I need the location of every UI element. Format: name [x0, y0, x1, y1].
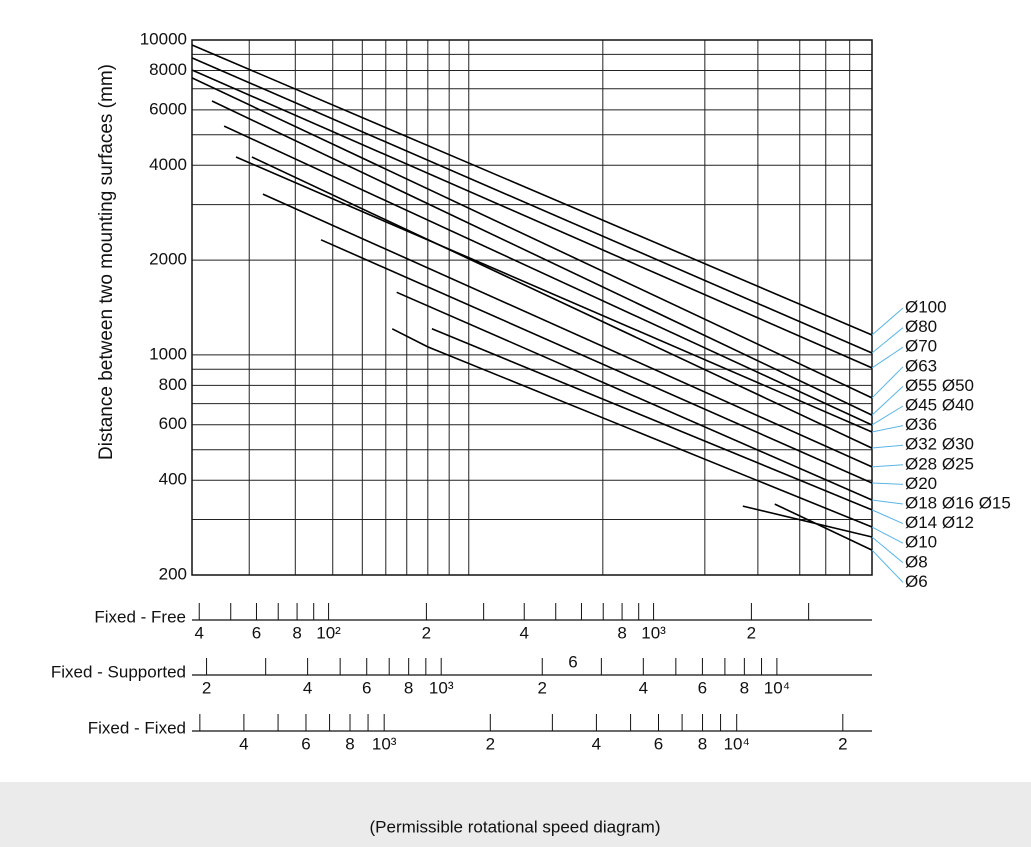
scale-tick-label: 2	[838, 734, 847, 753]
y-tick-label: 2000	[149, 250, 187, 269]
y-tick-label: 200	[159, 564, 187, 583]
scale-tick-label: 2	[202, 678, 211, 697]
legend-label: Ø45 Ø40	[905, 395, 974, 414]
scale-tick-label: 2	[747, 623, 756, 642]
leader-line	[871, 444, 904, 449]
scale-tick-label: 2	[538, 678, 547, 697]
leader-line	[871, 464, 904, 468]
scale-tick-label: 6	[301, 734, 310, 753]
series-line	[431, 328, 873, 511]
y-tick-label: 6000	[149, 99, 187, 118]
legend-label: Ø70	[905, 337, 937, 356]
leader-line	[871, 307, 904, 336]
scale-name: Fixed - Free	[94, 607, 186, 626]
y-tick-label: 800	[159, 375, 187, 394]
series-line	[223, 125, 873, 426]
scale-tick-label: 8	[698, 734, 707, 753]
scale-stray-label: 6	[568, 652, 577, 671]
scale-tick-label: 10²	[316, 623, 341, 642]
legend-label: Ø18 Ø16 Ø15	[905, 493, 1011, 512]
scale-tick-label: 10³	[641, 623, 666, 642]
series-line	[320, 239, 873, 484]
scale-tick-label: 6	[362, 678, 371, 697]
scale-tick-label: 10⁴	[724, 734, 750, 753]
scale-tick-label: 8	[292, 623, 301, 642]
leader-line	[871, 386, 904, 416]
series-line	[391, 328, 873, 528]
scale-tick-label: 4	[592, 734, 601, 753]
legend-label: Ø36	[905, 415, 937, 434]
legend-label: Ø32 Ø30	[905, 435, 974, 454]
y-axis-label: Distance between two mounting surfaces (…	[96, 64, 117, 460]
scale-tick-label: 4	[303, 678, 312, 697]
scale-tick-label: 6	[654, 734, 663, 753]
legend-label: Ø14 Ø12	[905, 513, 974, 532]
y-tick-label: 8000	[149, 60, 187, 79]
caption-band	[0, 782, 1031, 847]
leader-line	[871, 509, 904, 525]
legend-label: Ø20	[905, 474, 937, 493]
scale-tick-label: 4	[239, 734, 248, 753]
y-tick-label: 4000	[149, 155, 187, 174]
series-line	[191, 69, 873, 369]
scale-tick-label: 8	[617, 623, 626, 642]
scale-tick-label: 10³	[372, 734, 397, 753]
scale-tick-label: 8	[404, 678, 413, 697]
scale-tick-label: 4	[195, 623, 204, 642]
scale-tick-label: 8	[740, 678, 749, 697]
leader-line	[871, 366, 904, 399]
plot-frame	[191, 39, 873, 576]
leader-line	[871, 536, 904, 564]
scale-tick-label: 6	[698, 678, 707, 697]
leader-line	[871, 327, 904, 354]
series-line	[191, 77, 873, 399]
scale-tick-label: 10³	[429, 678, 454, 697]
leader-line	[871, 549, 904, 583]
caption: (Permissible rotational speed diagram)	[369, 817, 660, 836]
y-tick-label: 400	[159, 470, 187, 489]
scale-name: Fixed - Fixed	[88, 718, 186, 737]
scale-tick-label: 10⁴	[764, 678, 790, 697]
leader-line	[871, 526, 904, 544]
leader-line	[871, 405, 904, 426]
scale-tick-label: 8	[345, 734, 354, 753]
series-line	[235, 156, 873, 433]
series-line	[191, 57, 873, 354]
scale-tick-label: 2	[422, 623, 431, 642]
legend-label: Ø80	[905, 317, 937, 336]
series-line	[742, 505, 873, 538]
series-line	[774, 503, 873, 551]
y-tick-label: 1000	[149, 344, 187, 363]
legend-label: Ø100	[905, 297, 947, 316]
series-line	[191, 44, 873, 336]
series-line	[251, 156, 873, 449]
leader-line	[871, 346, 904, 369]
scale-name: Fixed - Supported	[51, 662, 186, 681]
leader-line	[871, 425, 904, 433]
scale-tick-label: 4	[639, 678, 648, 697]
legend-label: Ø10	[905, 533, 937, 552]
scale-tick-label: 2	[486, 734, 495, 753]
legend-label: Ø63	[905, 356, 937, 375]
scale-tick-label: 6	[252, 623, 261, 642]
series-line	[396, 291, 873, 501]
leader-line	[871, 499, 904, 505]
series-line	[262, 193, 873, 468]
scale-tick-label: 4	[520, 623, 529, 642]
leader-line	[871, 482, 904, 485]
y-tick-label: 10000	[140, 29, 187, 48]
legend-label: Ø28 Ø25	[905, 454, 974, 473]
legend-label: Ø55 Ø50	[905, 376, 974, 395]
legend-label: Ø8	[905, 552, 928, 571]
y-tick-label: 600	[159, 414, 187, 433]
legend-label: Ø6	[905, 572, 928, 591]
series-line	[211, 100, 873, 416]
